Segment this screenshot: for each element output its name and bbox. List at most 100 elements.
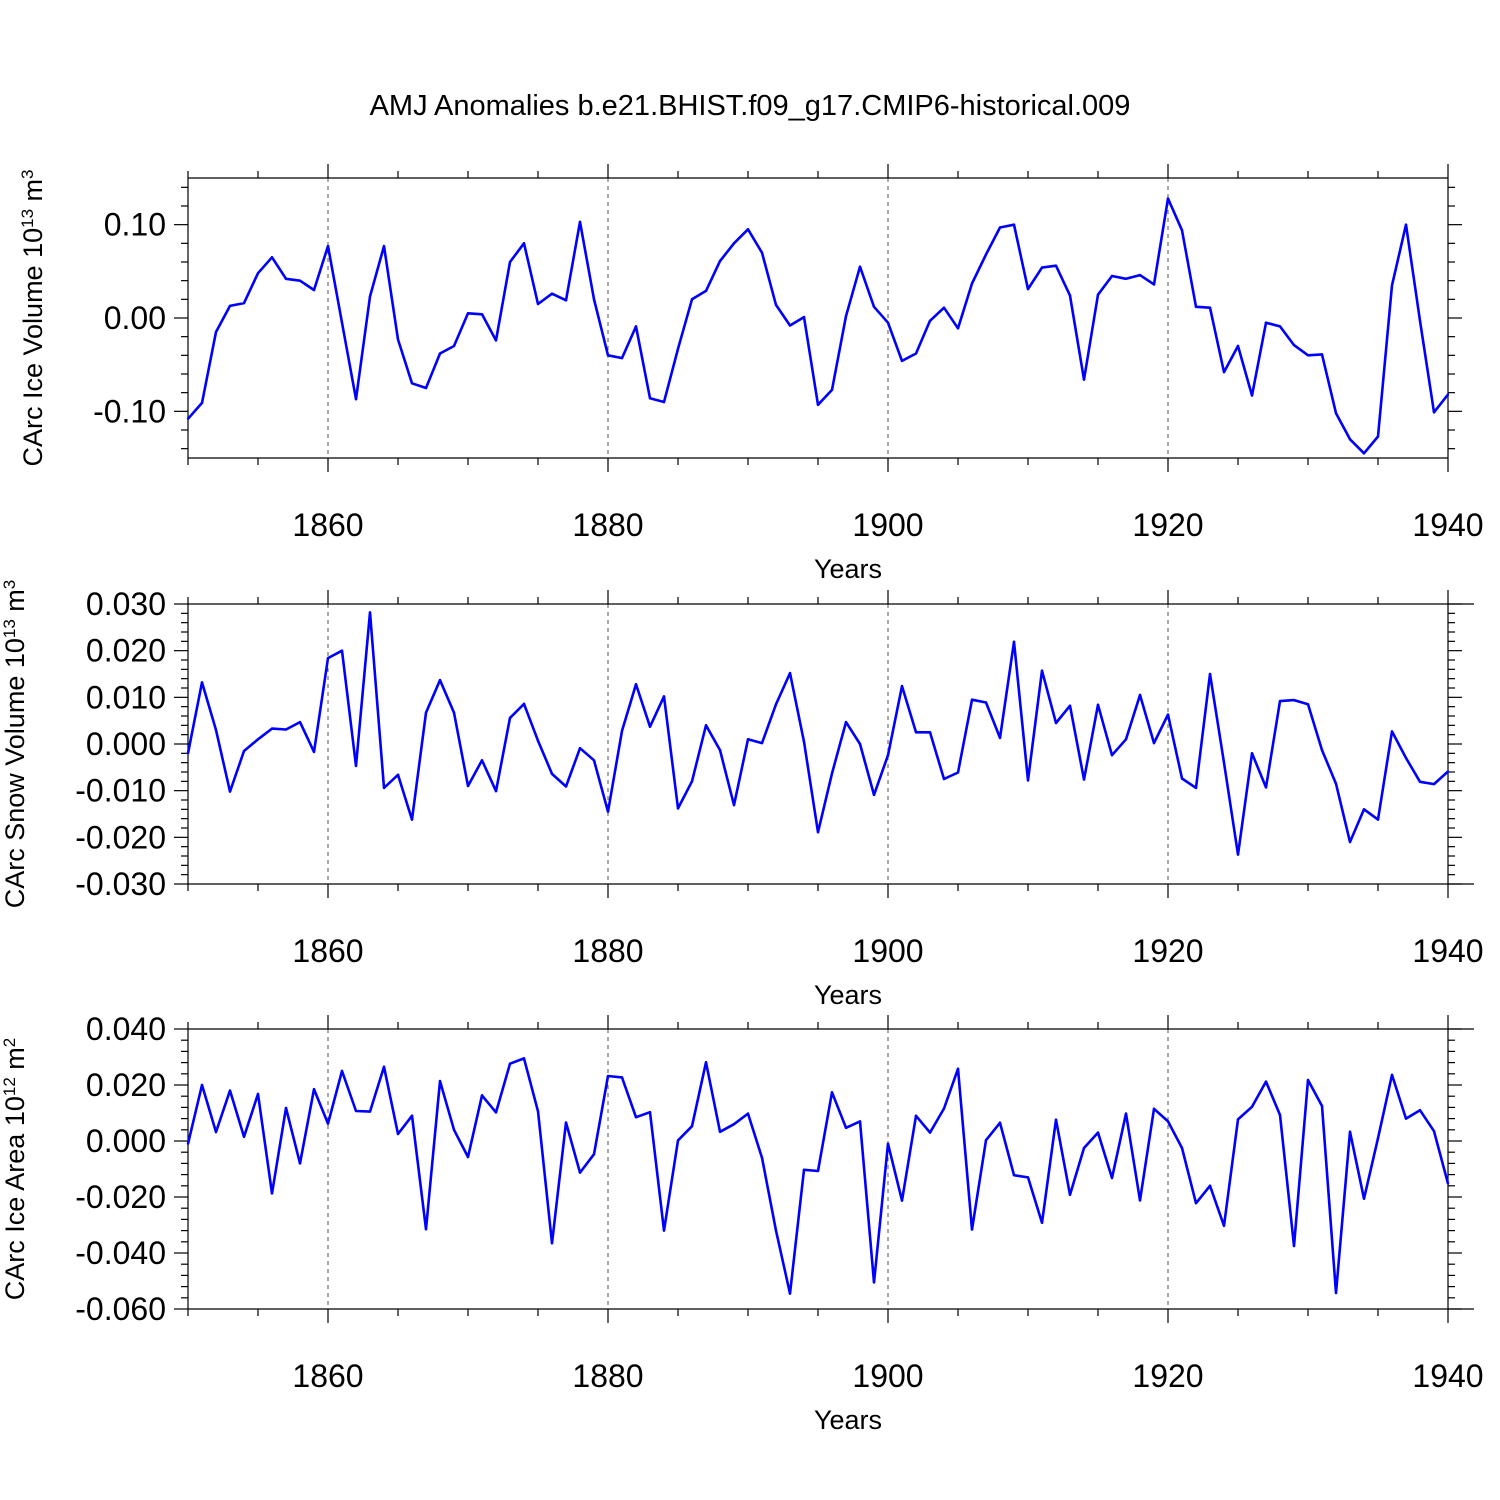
data-point — [1362, 452, 1366, 455]
data-point — [844, 720, 848, 724]
data-point — [830, 1091, 834, 1094]
y-tick-label: 0.000 — [86, 1123, 166, 1159]
data-point — [1124, 277, 1128, 280]
data-point — [284, 277, 288, 280]
data-point — [746, 228, 750, 231]
data-point — [480, 313, 484, 316]
data-point — [256, 272, 260, 275]
data-point — [1152, 1107, 1156, 1111]
xlabel-ice-volume: Years — [814, 554, 882, 584]
data-point — [200, 1083, 204, 1087]
data-point — [1012, 1173, 1016, 1177]
ylabel-snow-volume: CArc Snow Volume 1013 m3 — [0, 580, 30, 909]
x-tick-label: 1880 — [572, 507, 643, 543]
data-point — [1306, 1078, 1310, 1082]
y-tick-label: -0.030 — [75, 866, 166, 902]
data-point — [690, 1124, 694, 1128]
data-point — [550, 772, 554, 776]
data-point — [760, 251, 764, 254]
data-point — [1404, 756, 1408, 760]
data-point — [1418, 319, 1422, 322]
data-point — [718, 259, 722, 263]
data-point — [984, 253, 988, 256]
data-point — [480, 1094, 484, 1097]
data-point — [1278, 325, 1282, 328]
data-point — [1110, 274, 1114, 278]
data-point — [900, 1199, 904, 1202]
panel-ice-area: CArc Ice Area 1012 m2 Years -0.060 -0.040… — [0, 1011, 1484, 1435]
data-point — [536, 302, 540, 306]
data-point — [942, 306, 946, 309]
data-point — [1250, 752, 1254, 755]
data-point — [452, 711, 456, 714]
data-point — [1446, 393, 1450, 396]
data-point — [1222, 1224, 1226, 1228]
ylabel-exponent: 12 — [0, 1077, 19, 1096]
data-point — [802, 315, 806, 319]
data-point — [186, 1142, 190, 1146]
x-tick-label: 1860 — [292, 1358, 363, 1394]
data-point — [200, 401, 204, 405]
data-point — [1348, 840, 1352, 844]
data-point — [746, 738, 750, 741]
data-point — [1348, 1130, 1352, 1133]
data-point — [354, 1109, 358, 1113]
data-point — [676, 807, 680, 810]
data-point — [816, 831, 820, 834]
data-point — [326, 244, 330, 248]
data-point — [1096, 293, 1100, 296]
data-point — [900, 359, 904, 363]
data-point — [1292, 343, 1296, 347]
data-point — [1040, 669, 1044, 672]
data-point — [242, 301, 246, 305]
data-point — [1362, 808, 1366, 811]
data-point — [1152, 741, 1156, 745]
data-point — [494, 339, 498, 342]
data-point — [438, 352, 442, 355]
data-point — [1306, 354, 1310, 357]
data-point — [382, 1065, 386, 1069]
y-tick-label: -0.020 — [75, 819, 166, 855]
data-point — [732, 242, 736, 245]
data-point — [1278, 1113, 1282, 1117]
data-point — [298, 1162, 302, 1165]
data-point — [1320, 748, 1324, 752]
data-point — [970, 282, 974, 285]
data-point — [1208, 306, 1212, 309]
data-point — [354, 764, 358, 768]
data-point — [830, 388, 834, 392]
data-point — [1096, 1131, 1100, 1134]
data-point — [536, 1110, 540, 1113]
data-point — [1376, 435, 1380, 438]
data-point — [1194, 305, 1198, 308]
ylabel-exponent: 13 — [18, 209, 37, 228]
data-point — [284, 1106, 288, 1110]
x-tick-label: 1880 — [572, 1358, 643, 1394]
data-point — [354, 398, 358, 401]
data-point — [1446, 1182, 1450, 1185]
data-point — [956, 771, 960, 774]
data-point — [634, 683, 638, 686]
data-point — [1082, 378, 1086, 381]
data-point — [494, 789, 498, 793]
data-point — [1250, 1105, 1254, 1109]
data-point — [760, 741, 764, 745]
data-point — [410, 382, 414, 385]
data-point — [662, 1229, 666, 1232]
xlabel-ice-area: Years — [814, 1405, 882, 1435]
data-point — [410, 818, 414, 821]
data-point — [942, 1107, 946, 1110]
data-point — [1292, 1244, 1296, 1248]
data-point — [326, 1122, 330, 1125]
data-point — [970, 1228, 974, 1231]
data-point — [1124, 738, 1128, 741]
data-point — [298, 279, 302, 282]
data-point — [592, 759, 596, 762]
x-tick-label: 1920 — [1132, 933, 1203, 969]
data-point — [1222, 761, 1226, 764]
data-point — [186, 417, 190, 420]
data-point — [1180, 229, 1184, 232]
data-point — [1012, 223, 1016, 226]
data-point — [760, 1156, 764, 1160]
data-point — [1082, 778, 1086, 781]
